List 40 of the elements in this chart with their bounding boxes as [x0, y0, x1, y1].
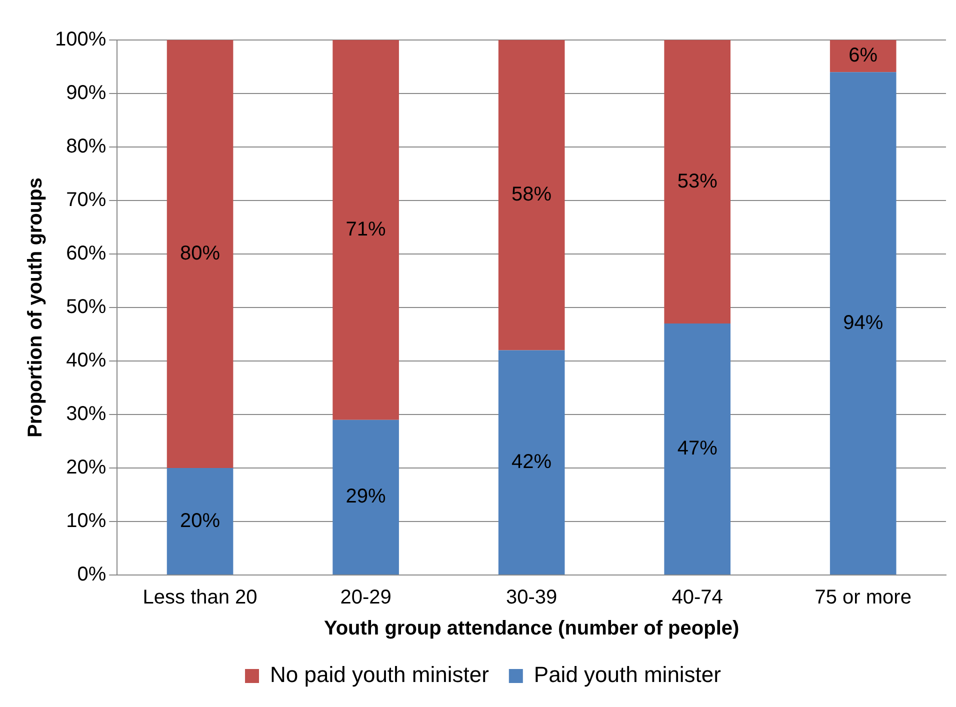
y-tick-label: 10% — [66, 510, 106, 532]
data-label: 29% — [346, 486, 386, 508]
bar — [498, 40, 565, 350]
y-axis-title: Proportion of youth groups — [24, 178, 47, 438]
data-label: 58% — [512, 184, 552, 206]
bar — [664, 324, 730, 574]
y-tick-label: 20% — [66, 456, 106, 479]
x-tick-label: 30-39 — [506, 586, 558, 609]
y-tick-label: 0% — [77, 564, 106, 586]
data-label: 42% — [512, 450, 552, 473]
data-label: 80% — [180, 242, 220, 265]
bar — [332, 40, 399, 420]
data-label: 94% — [843, 312, 884, 334]
y-tick-label: 60% — [66, 242, 106, 265]
x-tick-label: 75 or more — [814, 586, 912, 609]
y-tick-label: 50% — [66, 296, 106, 318]
data-label: 47% — [677, 438, 718, 460]
y-tick-label: 40% — [66, 350, 106, 372]
bar — [664, 40, 730, 324]
bar — [166, 40, 234, 468]
legend-label: No paid youth minister — [270, 662, 489, 688]
y-tick-label: 30% — [66, 403, 106, 426]
y-tick-label: 80% — [66, 136, 106, 158]
x-axis-title: Youth group attendance (number of people) — [324, 618, 740, 640]
bar — [166, 468, 234, 574]
y-tick-label: 90% — [66, 82, 106, 104]
data-label: 71% — [346, 218, 386, 240]
bar — [830, 72, 896, 574]
y-tick-label: 70% — [66, 189, 106, 212]
data-label: 20% — [180, 510, 220, 532]
y-tick-label: 100% — [54, 28, 106, 51]
x-tick-label: 40-74 — [672, 586, 723, 609]
data-label: 53% — [677, 170, 718, 192]
bar — [498, 350, 565, 574]
x-tick-label: 20-29 — [340, 586, 392, 609]
bar — [332, 420, 399, 574]
x-tick-label: Less than 20 — [142, 586, 258, 609]
legend-label: Paid youth minister — [534, 662, 721, 688]
data-label: 6% — [848, 44, 878, 67]
bar — [830, 40, 896, 72]
